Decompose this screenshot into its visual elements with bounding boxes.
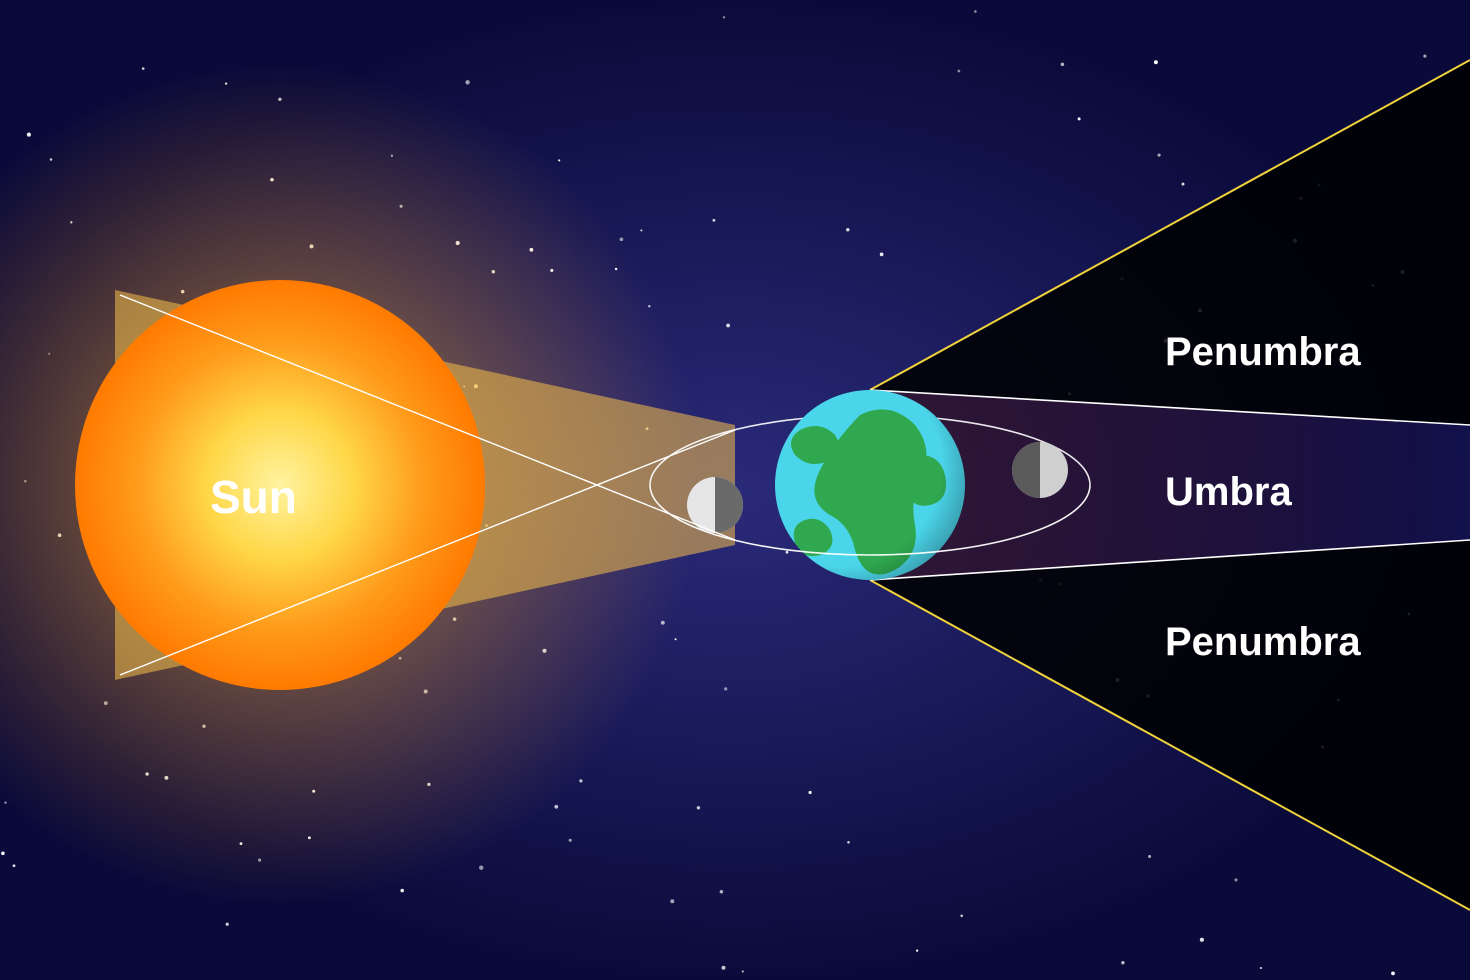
sun-label: Sun — [210, 470, 297, 524]
penumbra-label-top: Penumbra — [1165, 330, 1361, 375]
umbra-label: Umbra — [1165, 470, 1292, 515]
eclipse-diagram: Sun Penumbra Umbra Penumbra — [0, 0, 1470, 980]
penumbra-label-bot: Penumbra — [1165, 620, 1361, 665]
